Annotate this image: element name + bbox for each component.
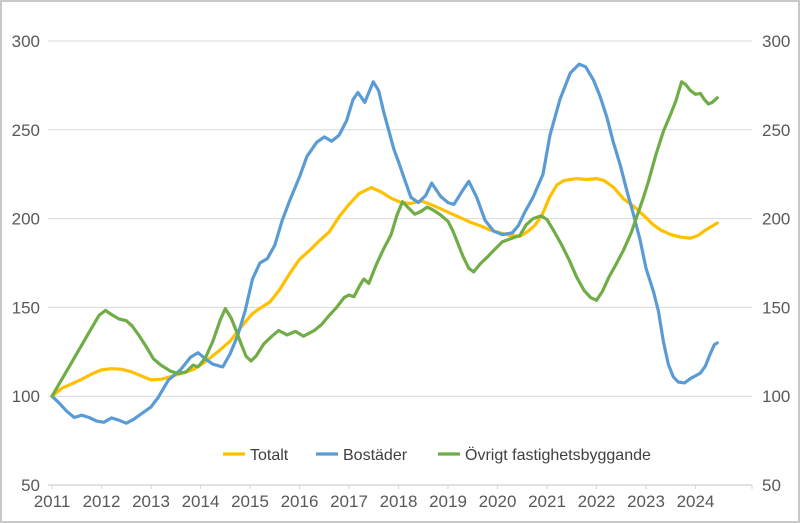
x-label-2020: 2020 — [479, 492, 517, 511]
y-label-left-150: 150 — [12, 298, 40, 317]
y-label-left-250: 250 — [12, 121, 40, 140]
x-label-2015: 2015 — [231, 492, 269, 511]
x-label-2013: 2013 — [132, 492, 170, 511]
gridlines — [48, 40, 752, 397]
x-label-2011: 2011 — [34, 492, 71, 511]
series-line-totalt — [50, 177, 719, 398]
y-label-left-300: 300 — [12, 32, 40, 51]
x-axis — [48, 484, 753, 489]
y-label-right-200: 200 — [762, 210, 790, 229]
y-label-right-50: 50 — [762, 476, 781, 495]
legend-label-ovrigt: Övrigt fastighetsbyggande — [465, 446, 651, 464]
x-label-2012: 2012 — [83, 492, 121, 511]
y-label-right-100: 100 — [762, 387, 790, 406]
y-label-left-100: 100 — [12, 387, 40, 406]
y-label-left-200: 200 — [12, 210, 40, 229]
x-label-2017: 2017 — [330, 492, 368, 511]
x-label-2023: 2023 — [627, 492, 665, 511]
x-label-2016: 2016 — [281, 492, 319, 511]
series-line-bostader — [50, 62, 719, 425]
x-label-2014: 2014 — [182, 492, 220, 511]
y-label-right-300: 300 — [762, 32, 790, 51]
x-label-2019: 2019 — [429, 492, 467, 511]
y-label-right-250: 250 — [762, 121, 790, 140]
y-label-left-50: 50 — [21, 476, 40, 495]
y-label-right-150: 150 — [762, 298, 790, 317]
series-line-ovrigt-fastighetsbyggande — [50, 80, 719, 398]
y-axis-labels-left: 300 250 200 150 100 50 — [12, 32, 40, 495]
legend: Totalt Bostäder Övrigt fastighetsbyggand… — [223, 446, 651, 464]
legend-label-bostader: Bostäder — [343, 447, 408, 464]
x-label-2024: 2024 — [677, 492, 715, 511]
x-axis-labels: 2011 2012 2013 2014 2015 2016 2017 2018 2019 2020… — [34, 492, 715, 511]
y-axis-labels-right: 300 250 200 150 100 50 — [762, 32, 790, 495]
legend-label-totalt: Totalt — [250, 447, 289, 464]
series-lines — [50, 62, 719, 425]
x-label-2021: 2021 — [528, 492, 566, 511]
x-label-2022: 2022 — [578, 492, 616, 511]
x-label-2018: 2018 — [380, 492, 418, 511]
